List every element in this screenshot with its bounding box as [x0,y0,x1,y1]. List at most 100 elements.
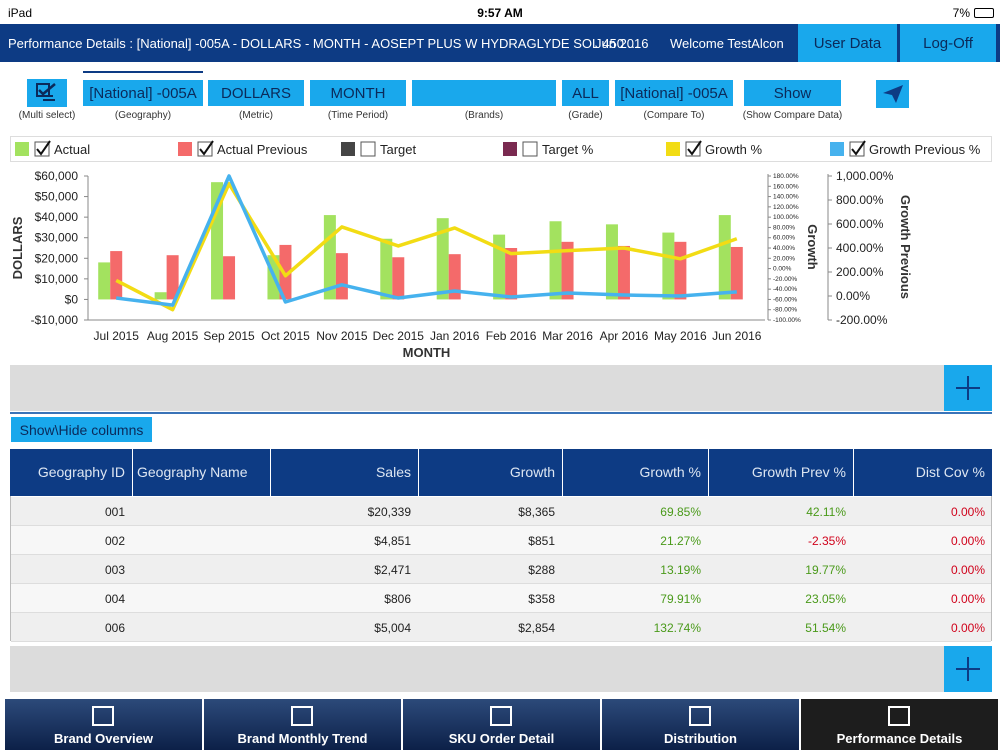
y2-axis-label: Growth [805,224,820,270]
send-button[interactable] [876,80,909,108]
y2-tick-label: -80.00% [773,307,797,314]
log-off-button[interactable]: Log-Off [900,24,996,62]
bar [674,241,687,300]
column-header: Growth % [639,464,701,480]
table-cell: 004 [104,592,125,606]
legend-checkbox [522,141,538,157]
multi-select-button[interactable] [27,79,67,107]
filter-button[interactable]: Show [744,80,841,106]
column-divider [270,449,271,496]
filter-button[interactable]: MONTH [310,80,406,106]
legend-swatch [15,142,29,156]
table-cell: 0.00% [950,563,985,577]
table-cell: 0.00% [950,534,985,548]
bar [98,262,111,300]
y-axis-label: DOLLARS [10,216,25,279]
filter-button[interactable]: DOLLARS [208,80,304,106]
y3-axis-label: Growth Previous [898,195,913,299]
table-cell: 69.85% [660,505,701,519]
expand-button[interactable] [944,365,992,411]
column-divider [708,449,709,496]
y2-tick-label: 120.00% [773,204,799,211]
legend-check [687,140,702,156]
y-tick-label: $20,000 [35,251,79,265]
show-hide-button[interactable]: Show\Hide columns [11,417,152,442]
y3-tick-label: 600.00% [836,217,884,231]
table-cell: 132.74% [653,621,701,635]
tab-icon [689,706,711,726]
column-divider [853,449,854,496]
bar [730,246,743,300]
column-divider [562,449,563,496]
icon-shape [490,706,512,726]
y-tick-label: $60,000 [35,169,79,183]
bar [605,224,618,300]
legend-checkbox [849,141,865,157]
tab[interactable] [403,699,600,750]
y3-tick-label: 800.00% [836,193,884,207]
filter-button[interactable]: [National] -005A [615,80,733,106]
legend-label: Target % [542,142,594,157]
tab[interactable] [5,699,202,750]
table-cell: 006 [104,621,125,635]
table-cell: 42.11% [806,505,846,519]
legend-swatch [503,142,517,156]
legend-label: Actual Previous [217,142,308,157]
time: 9:57 AM [477,6,523,20]
bar [392,257,405,300]
battery: 7% [952,6,970,20]
table-cell: 001 [104,505,125,519]
table-cell: $20,339 [367,505,411,519]
tab[interactable] [602,699,799,750]
tab-label: Brand Overview [54,731,153,746]
filter-button[interactable]: ALL [562,80,609,106]
column-header: Geography ID [37,464,125,480]
legend-swatch [178,142,192,156]
x-tick-label: Aug 2015 [147,329,199,343]
plus-icon [956,376,980,400]
legend-check [199,140,214,156]
table-cell: $806 [384,592,411,606]
user-data-button[interactable]: User Data [798,24,897,62]
plus-icon [956,657,980,681]
table-cell: 51.54% [805,621,846,635]
table-row [11,555,991,584]
table-cell: 003 [104,563,125,577]
y2-tick-label: 0.00% [773,266,792,273]
send-icon [882,85,903,103]
tab[interactable] [204,699,401,750]
filter-caption: (Brands) [464,110,504,121]
y3-tick-label: 0.00% [836,289,870,303]
filter-caption: (Geography) [114,110,172,121]
y2-tick-label: 40.00% [773,245,795,252]
table-cell: 0.00% [950,621,985,635]
table-row [11,526,991,555]
table-cell: 23.05% [805,592,846,606]
tab[interactable] [801,699,998,750]
y-tick-label: $30,000 [35,231,79,245]
welcome: Welcome TestAlcon [670,36,784,51]
y2-tick-label: -20.00% [773,276,797,283]
filter-caption: (Grade) [568,110,603,121]
line [115,181,738,312]
x-tick-label: May 2016 [654,329,707,343]
expand-button[interactable] [944,646,992,692]
filter-button[interactable]: [National] -005A [83,80,203,106]
filter-button[interactable] [412,80,556,106]
bar [493,234,506,300]
chart: $60,000 $50,000 $40,000 $30,000 $20,000 $10,0… [10,140,981,360]
header-period: Jun 2016 [595,36,649,51]
icon-shape [291,706,313,726]
y3-tick-label: 1,000.00% [836,169,894,183]
bar [436,218,449,300]
column-header: Geography Name [137,464,248,480]
y2-tick-label: -40.00% [773,286,797,293]
bar [380,238,393,300]
table-header [10,449,992,496]
y2-tick-label: 60.00% [773,235,795,242]
legend-swatch [666,142,680,156]
table-cell: $851 [528,534,555,548]
y-tick-label: $50,000 [35,190,79,204]
tab-label: Performance Details [836,731,963,746]
